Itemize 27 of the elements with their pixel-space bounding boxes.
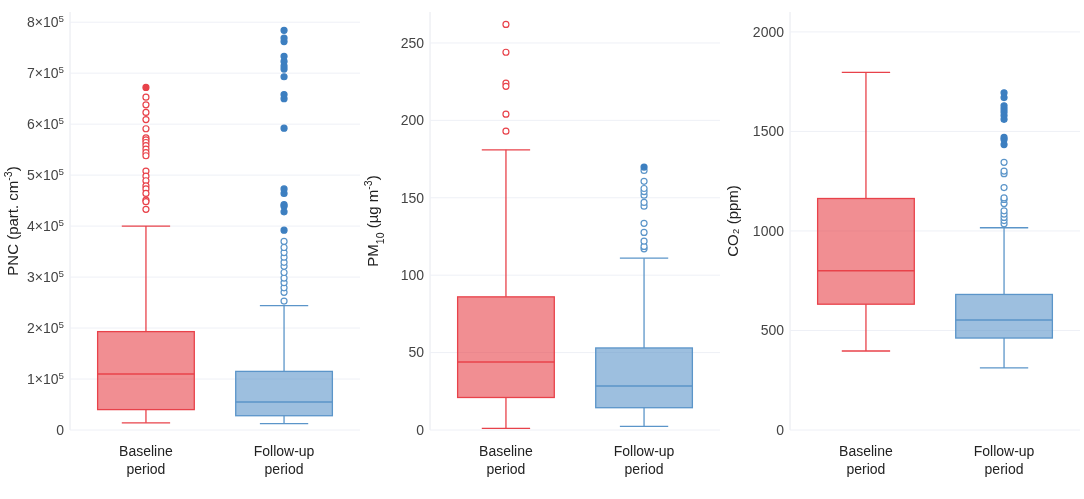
x-tick-label: Follow-up period	[973, 443, 1035, 477]
y-tick-label: 4×10$^{5}$	[27, 216, 65, 234]
x-tick-label: Baseline period	[479, 443, 534, 477]
x-tick-label: Baseline period	[119, 443, 174, 477]
y-tick-label: 200	[400, 112, 425, 129]
y-tick-label: 8×10$^{5}$	[27, 12, 65, 31]
y-tick-label: 0	[416, 421, 425, 438]
y-tick-label: 1×10$^{5}$	[27, 369, 65, 387]
y-axis-title: CO₂ (ppm)	[724, 185, 741, 257]
y-tick-label: 6×10$^{5}$	[27, 114, 65, 133]
y-tick-label: 100	[400, 267, 425, 284]
y-tick-label: 2000	[752, 23, 785, 40]
y-tick-label: 1000	[752, 222, 785, 239]
y-tick-label: 7×10$^{5}$	[27, 63, 65, 82]
y-tick-label: 5×10$^{5}$	[27, 165, 65, 184]
y-tick-label: 2×10$^{5}$	[27, 318, 65, 336]
y-tick-label: 50	[408, 344, 425, 361]
x-tick-label: Baseline period	[839, 443, 894, 477]
y-tick-label: 250	[400, 34, 425, 51]
y-tick-label: 1500	[752, 123, 785, 140]
x-tick-label: Follow-up period	[253, 443, 315, 477]
x-tick-label: Follow-up period	[613, 443, 675, 477]
y-tick-label: 150	[400, 189, 425, 206]
y-tick-label: 3×10$^{5}$	[27, 267, 65, 285]
y-tick-label: 0	[56, 421, 65, 438]
y-tick-label: 0	[776, 421, 785, 438]
y-tick-label: 500	[760, 322, 785, 339]
